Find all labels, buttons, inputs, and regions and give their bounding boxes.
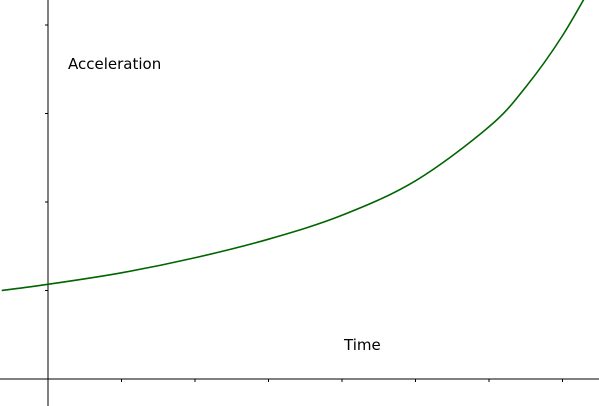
data-series <box>1 0 585 292</box>
y-axis-label: Acceleration <box>68 55 161 73</box>
series-line <box>1 0 585 292</box>
axis-ticks <box>45 24 563 382</box>
x-axis-label: Time <box>343 336 381 354</box>
